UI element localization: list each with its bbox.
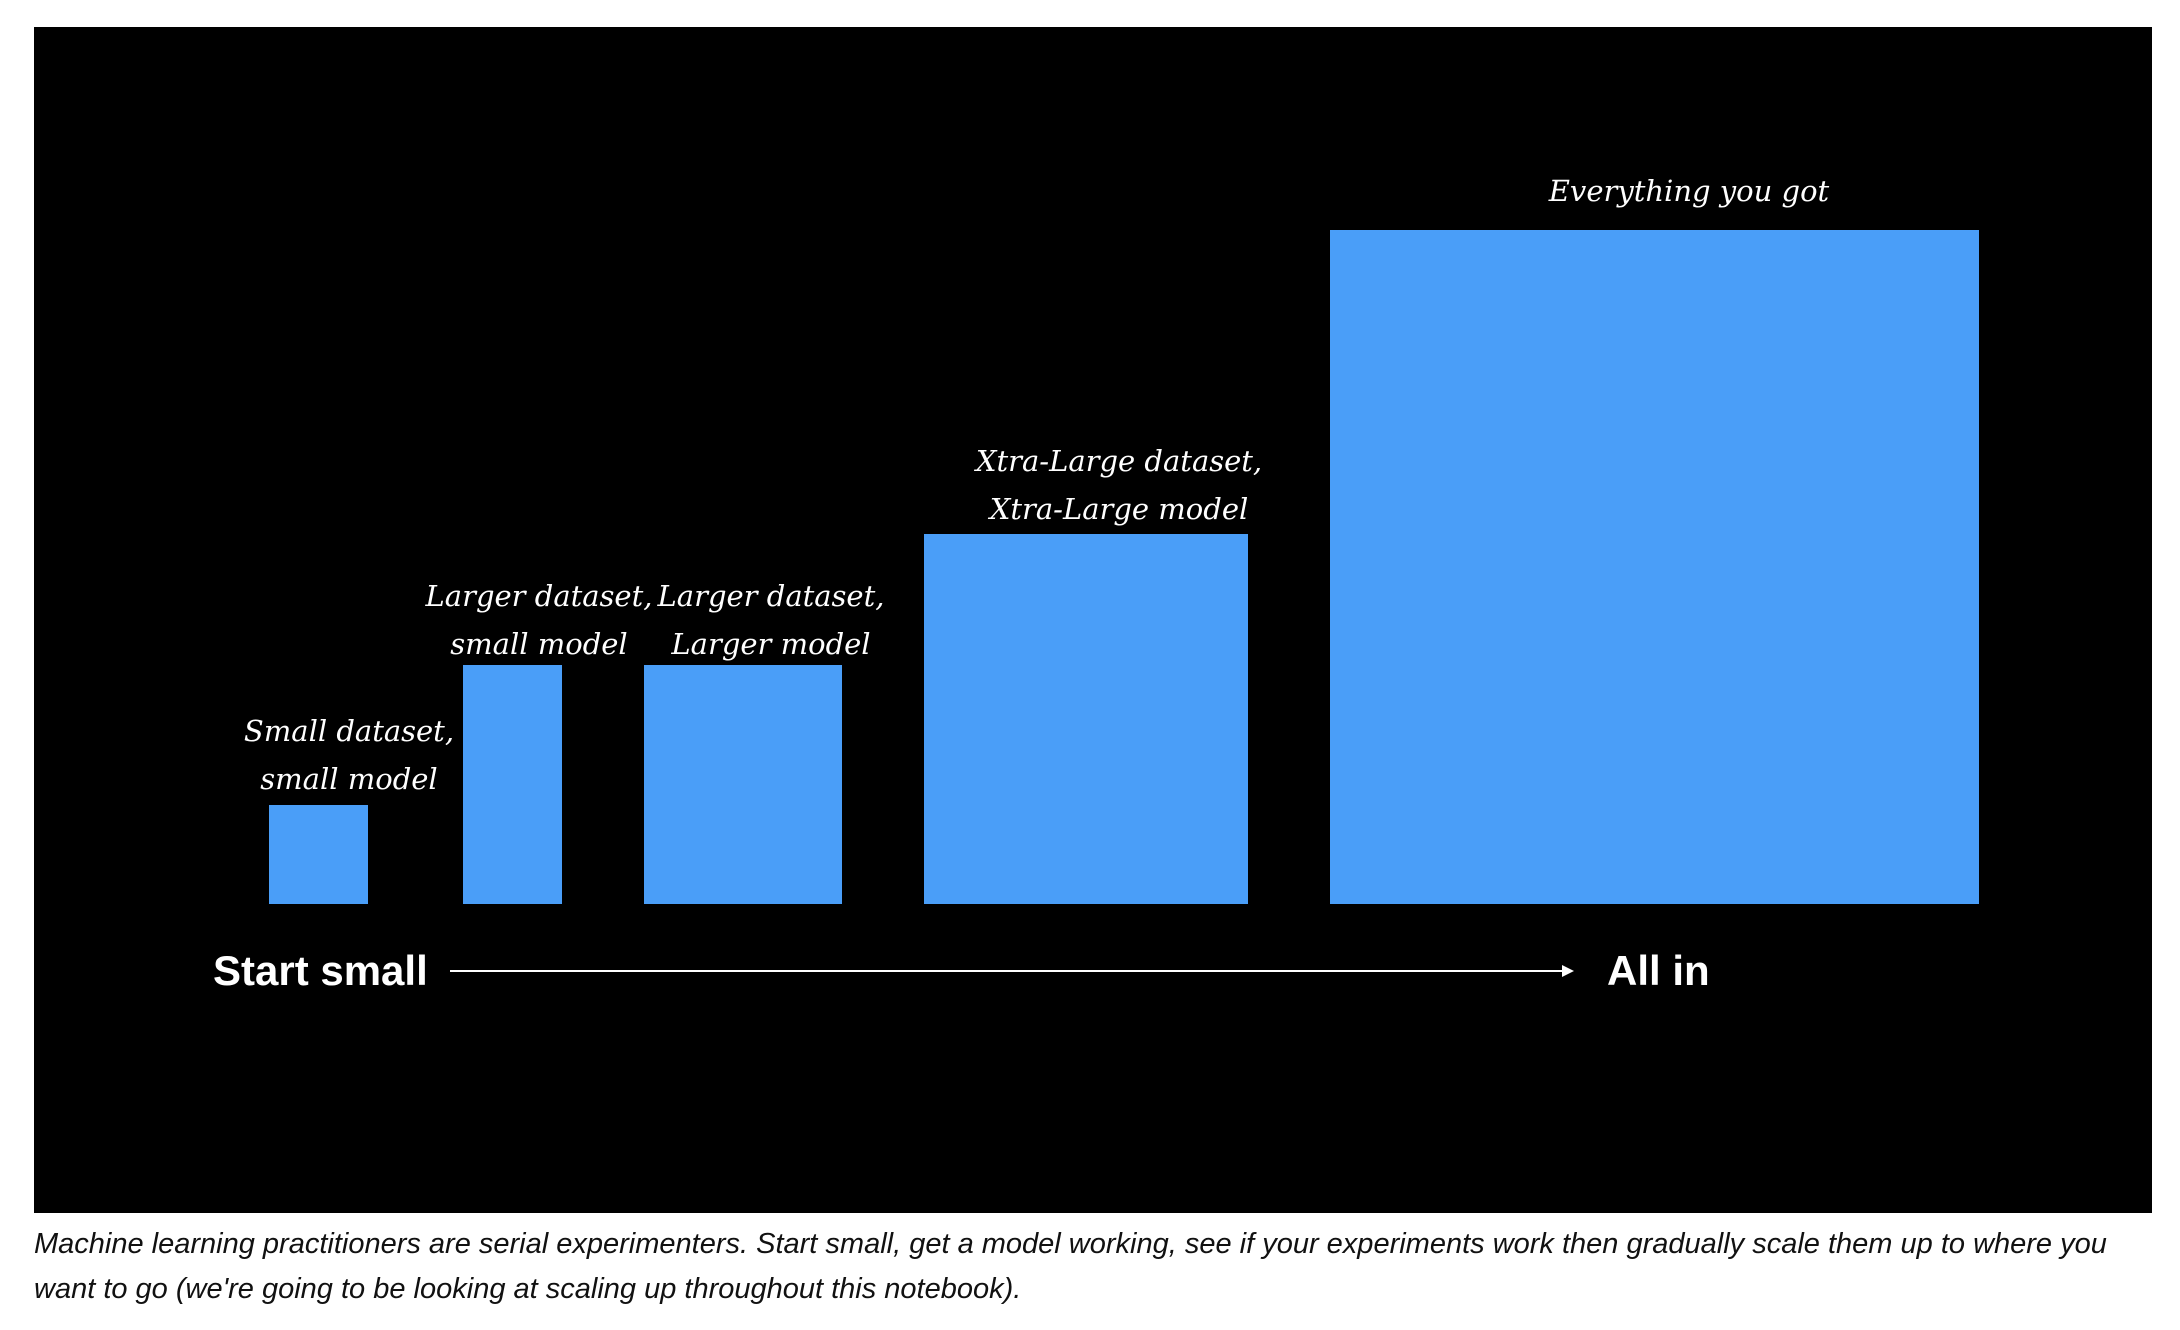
stage-label: Small dataset, small model: [189, 707, 509, 803]
stage-label: Everything you got: [1449, 167, 1929, 215]
end-label: All in: [1607, 947, 1710, 994]
stage-label-line: small model: [260, 762, 438, 796]
stage-bar: [924, 534, 1248, 904]
arrow-head-icon: [1562, 965, 1574, 977]
stage-label-line: Larger dataset,: [657, 579, 885, 613]
stage-label: Xtra-Large dataset, Xtra-Large model: [909, 437, 1329, 533]
stage-label-line: Small dataset,: [243, 714, 455, 748]
stage-bar: [1330, 230, 1979, 904]
diagram-panel: Small dataset, small model Larger datase…: [34, 27, 2152, 1213]
stage-bar: [463, 665, 562, 904]
stage-label-line: Larger model: [671, 627, 871, 661]
stage-label-line: Xtra-Large model: [989, 492, 1249, 526]
stage-label: Larger dataset, Larger model: [611, 572, 931, 668]
arrow-line: [450, 970, 1565, 972]
stage-label-line: Larger dataset,: [425, 579, 653, 613]
start-label: Start small: [213, 947, 428, 994]
stage-label-line: Everything you got: [1548, 174, 1830, 208]
figure-caption: Machine learning practitioners are seria…: [34, 1228, 2107, 1305]
stage-bar: [644, 665, 842, 904]
stage-label-line: Xtra-Large dataset,: [975, 444, 1263, 478]
stage-label-line: small model: [450, 627, 628, 661]
stage-label: Larger dataset, small model: [379, 572, 699, 668]
stage-bar: [269, 805, 368, 904]
